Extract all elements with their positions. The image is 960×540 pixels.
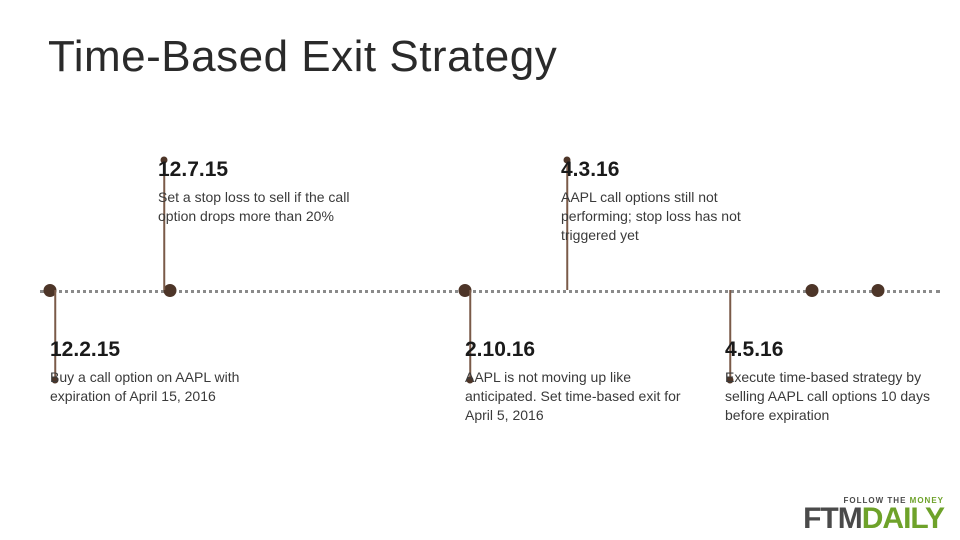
event-date: 2.10.16 [465,338,685,362]
event-description: Set a stop loss to sell if the call opti… [158,188,378,226]
timeline-dot [806,284,819,297]
event-date: 12.7.15 [158,158,378,182]
timeline-event: 4.3.16 AAPL call options still not perfor… [561,158,781,245]
timeline-event: 4.5.16 Execute time-based strategy by sel… [725,338,945,425]
event-description: Buy a call option on AAPL with expiratio… [50,368,270,406]
event-date: 12.2.15 [50,338,270,362]
page-title: Time-Based Exit Strategy [48,32,557,82]
logo-main: FTMDAILY [803,505,944,532]
timeline-event: 12.7.15 Set a stop loss to sell if the ca… [158,158,378,226]
logo-ftm: FTM [803,502,862,535]
event-date: 4.3.16 [561,158,781,182]
event-description: AAPL call options still not performing; … [561,188,781,245]
event-description: Execute time-based strategy by selling A… [725,368,945,425]
event-date: 4.5.16 [725,338,945,362]
timeline-event: 2.10.16 AAPL is not moving up like antici… [465,338,685,425]
timeline-dot [872,284,885,297]
event-description: AAPL is not moving up like anticipated. … [465,368,685,425]
logo: FOLLOW THE MONEY FTMDAILY [803,496,944,532]
timeline-dot [164,284,177,297]
logo-daily: DAILY [862,502,944,535]
timeline-event: 12.2.15 Buy a call option on AAPL with ex… [50,338,270,406]
